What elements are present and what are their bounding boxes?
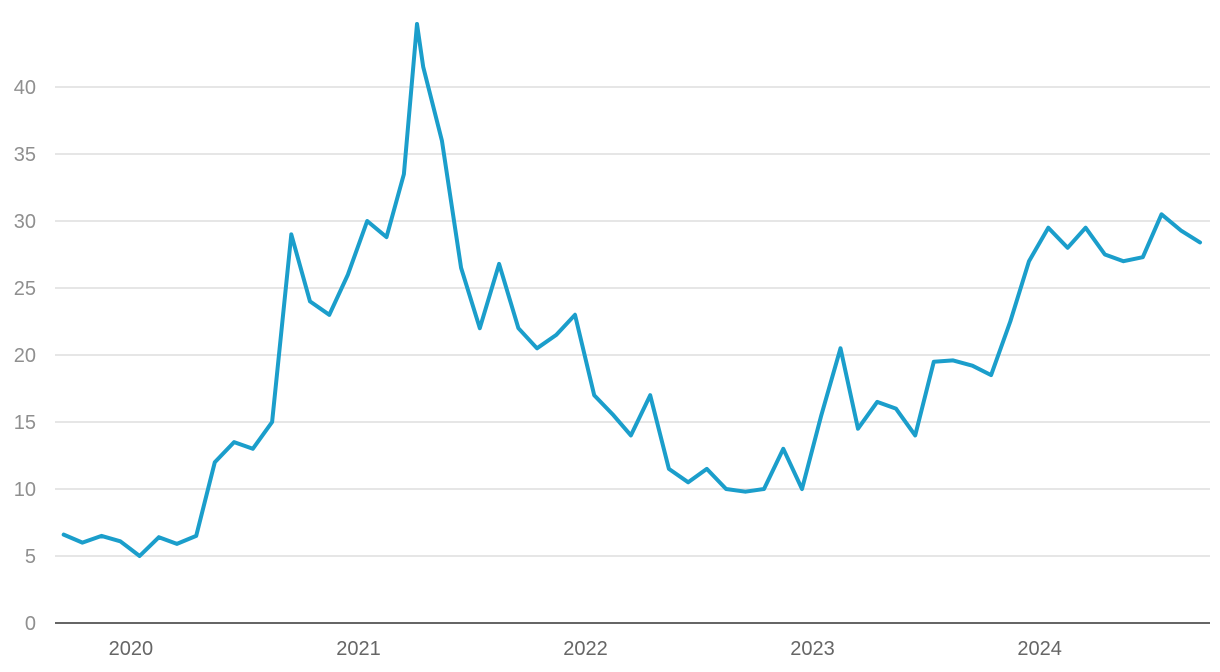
x-tick-label: 2024 <box>1017 638 1062 660</box>
x-tick-label: 2020 <box>109 638 154 660</box>
y-tick-label: 0 <box>25 613 36 635</box>
y-tick-label: 20 <box>14 345 36 367</box>
y-tick-label: 5 <box>25 546 36 568</box>
series-line <box>61 22 1202 558</box>
y-axis: 0 5 10 15 20 25 30 35 40 <box>14 77 36 635</box>
x-tick-label: 2022 <box>563 638 608 660</box>
y-tick-label: 30 <box>14 211 36 233</box>
x-tick-label: 2021 <box>336 638 381 660</box>
x-tick-label: 2023 <box>790 638 835 660</box>
x-axis: 2020 2021 2022 2023 2024 <box>109 638 1062 660</box>
gridlines <box>55 86 1210 557</box>
y-tick-label: 35 <box>14 144 36 166</box>
y-tick-label: 10 <box>14 479 36 501</box>
y-tick-label: 40 <box>14 77 36 99</box>
y-tick-label: 15 <box>14 412 36 434</box>
y-tick-label: 25 <box>14 278 36 300</box>
